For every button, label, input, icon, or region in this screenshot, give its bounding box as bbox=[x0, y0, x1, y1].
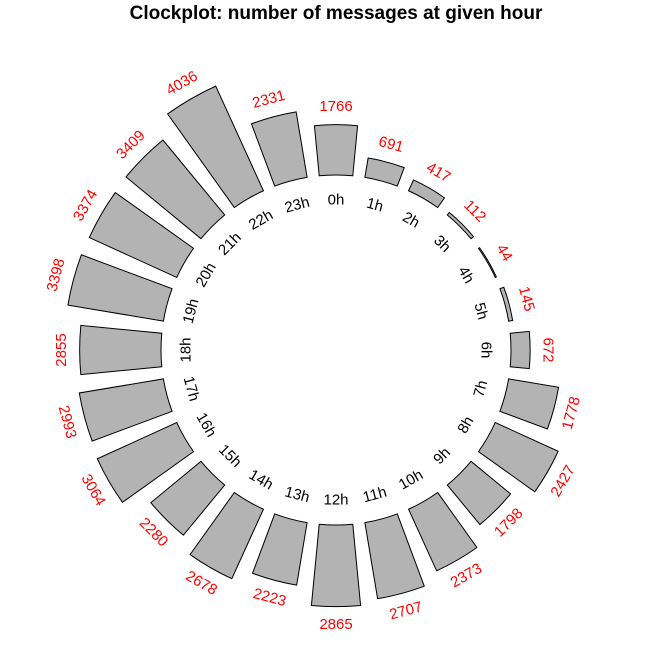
hour-label-17h: 17h bbox=[180, 375, 203, 404]
value-label-3h: 112 bbox=[460, 197, 489, 226]
bar-0h bbox=[313, 124, 359, 177]
bar-2h bbox=[407, 179, 446, 209]
hour-label-7h: 7h bbox=[471, 379, 492, 400]
bar-20h bbox=[88, 191, 195, 279]
bar-19h bbox=[67, 254, 173, 322]
chart-title: Clockplot: number of messages at given h… bbox=[129, 3, 543, 24]
value-label-0h: 1766 bbox=[319, 98, 352, 115]
value-label-7h: 1778 bbox=[559, 395, 584, 432]
value-label-23h: 2331 bbox=[251, 87, 288, 112]
hour-label-0h: 0h bbox=[328, 192, 345, 209]
bar-18h bbox=[79, 324, 163, 376]
bar-1h bbox=[364, 157, 405, 187]
bar-7h bbox=[499, 378, 560, 430]
hour-label-3h: 3h bbox=[430, 232, 454, 256]
bar-4h bbox=[477, 246, 498, 279]
value-label-10h: 2373 bbox=[448, 560, 485, 591]
hour-label-21h: 21h bbox=[215, 229, 245, 259]
bar-3h bbox=[446, 211, 475, 240]
value-label-13h: 2223 bbox=[251, 585, 288, 610]
bar-9h bbox=[446, 460, 512, 526]
value-label-4h: 44 bbox=[493, 241, 516, 264]
hour-label-6h: 6h bbox=[478, 342, 495, 359]
value-label-2h: 417 bbox=[423, 159, 453, 186]
value-label-5h: 145 bbox=[515, 285, 538, 314]
hour-label-16h: 16h bbox=[192, 410, 219, 440]
hour-label-12h: 12h bbox=[323, 492, 348, 509]
hour-label-18h: 18h bbox=[178, 337, 195, 362]
bar-23h bbox=[250, 111, 308, 187]
bar-6h bbox=[509, 330, 531, 370]
hour-label-14h: 14h bbox=[246, 466, 276, 493]
value-label-11h: 2707 bbox=[388, 598, 425, 623]
bar-10h bbox=[407, 491, 478, 572]
hour-label-20h: 20h bbox=[192, 260, 219, 290]
bar-12h bbox=[310, 523, 362, 608]
bar-8h bbox=[477, 421, 559, 493]
hour-label-9h: 9h bbox=[430, 444, 454, 468]
hour-label-11h: 11h bbox=[361, 484, 389, 507]
value-label-19h: 3398 bbox=[44, 257, 69, 294]
value-label-6h: 672 bbox=[540, 337, 557, 362]
value-label-14h: 2678 bbox=[183, 568, 220, 599]
bar-16h bbox=[96, 421, 195, 504]
value-label-16h: 3064 bbox=[78, 471, 109, 508]
hour-label-5h: 5h bbox=[471, 301, 492, 322]
bar-21h bbox=[125, 139, 226, 240]
hour-label-4h: 4h bbox=[454, 264, 477, 287]
bar-22h bbox=[166, 85, 265, 209]
value-label-18h: 2855 bbox=[53, 333, 70, 366]
hour-label-2h: 2h bbox=[400, 209, 423, 232]
hour-label-8h: 8h bbox=[454, 414, 477, 437]
hour-label-19h: 19h bbox=[180, 297, 203, 326]
hour-label-13h: 13h bbox=[283, 483, 312, 506]
bar-5h bbox=[499, 286, 514, 322]
bar-13h bbox=[251, 513, 308, 586]
value-label-1h: 691 bbox=[377, 133, 406, 156]
hour-label-15h: 15h bbox=[215, 441, 245, 471]
bar-11h bbox=[364, 513, 425, 600]
value-label-8h: 2427 bbox=[547, 462, 578, 499]
value-label-22h: 4036 bbox=[163, 68, 200, 99]
bar-15h bbox=[150, 460, 226, 536]
hour-label-23h: 23h bbox=[283, 194, 312, 217]
hour-label-10h: 10h bbox=[396, 466, 426, 493]
hour-label-22h: 22h bbox=[246, 206, 276, 233]
value-label-17h: 2993 bbox=[55, 404, 80, 441]
value-label-12h: 2865 bbox=[319, 616, 352, 633]
bar-14h bbox=[189, 491, 265, 580]
value-label-20h: 3374 bbox=[70, 187, 101, 224]
bar-17h bbox=[78, 378, 173, 442]
hour-label-1h: 1h bbox=[365, 195, 386, 216]
